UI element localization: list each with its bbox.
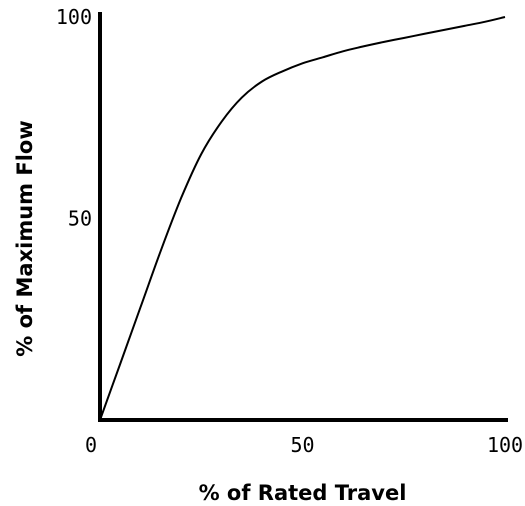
y-tick-label: 50 — [68, 207, 92, 231]
x-axis-title: % of Rated Travel — [199, 481, 407, 505]
x-tick-labels: 0 50 100 — [85, 433, 523, 457]
y-axis-title: % of Maximum Flow — [13, 120, 37, 356]
y-tick-label: 100 — [56, 5, 92, 29]
x-tick-label: 50 — [290, 433, 314, 457]
series-line — [99, 16, 506, 421]
x-tick-label: 0 — [85, 433, 97, 457]
y-tick-labels: 50 100 — [56, 5, 92, 231]
x-tick-label: 100 — [487, 433, 523, 457]
